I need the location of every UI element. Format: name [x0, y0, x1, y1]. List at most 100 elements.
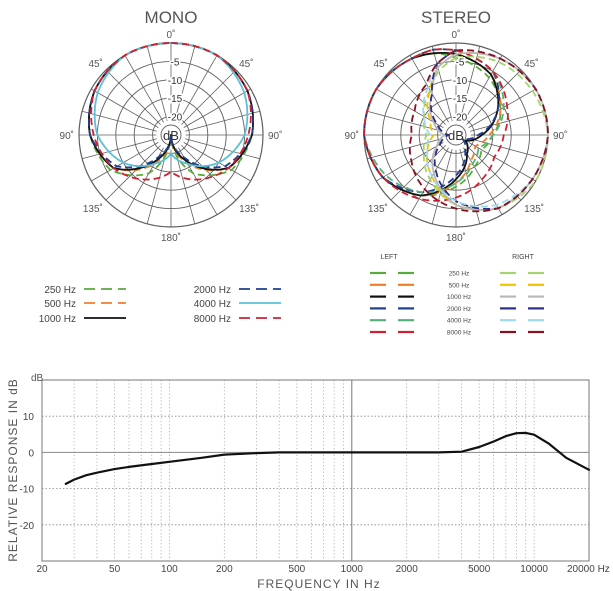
stereo-legend: LEFT RIGHT 250 Hz 500 Hz 1000 Hz 2000 Hz 4000 …	[370, 254, 544, 337]
fr-x-tick-label: 50	[109, 564, 121, 575]
fr-x-tick-label: 100	[161, 564, 178, 575]
stereo-curve-right-8000-hz	[408, 49, 549, 213]
fr-x-axis-label: FREQUENCY IN Hz	[257, 577, 380, 591]
mono-radial-label: -15	[168, 94, 183, 105]
mono-curve-4000-hz	[93, 42, 249, 168]
mono-grid-spoke	[178, 55, 218, 123]
mono-radial-label: -20	[168, 113, 183, 124]
mono-grid-spoke	[124, 55, 164, 123]
mono-angle-label: 45˚	[239, 58, 253, 70]
mono-angle-label: 0˚	[167, 29, 176, 41]
fr-grid	[41, 379, 590, 562]
fr-y-unit: dB	[31, 373, 44, 384]
mono-grid-spoke	[146, 45, 168, 121]
stereo-grid-spoke	[366, 138, 442, 160]
mono-grid-spoke	[105, 69, 161, 125]
stereo-polar-chart: STEREO -5 -10 -15 -20 dB 0˚ 45˚ 90˚ 135˚ 180˚ 135˚…	[345, 8, 568, 244]
mono-grid-spoke	[91, 88, 159, 128]
stereo-grid-spoke	[468, 142, 536, 182]
mono-grid-spoke	[146, 149, 168, 225]
fr-y-tick-label: 0	[28, 448, 34, 459]
stereo-legend-label: 8000 Hz	[447, 330, 471, 337]
stereo-curve-left-500-hz	[363, 52, 502, 197]
mono-angle-label: 135˚	[83, 203, 103, 215]
mono-angle-label: 45˚	[88, 58, 102, 70]
stereo-grid-spoke	[366, 110, 442, 132]
mono-center-label: dB	[163, 128, 179, 143]
stereo-center-label: dB	[448, 128, 464, 143]
stereo-radial-label: -20	[453, 113, 468, 124]
mono-grid-spoke	[183, 142, 251, 182]
stereo-grid-spoke	[376, 142, 444, 182]
stereo-center-ring	[445, 124, 467, 146]
stereo-legend-label: 4000 Hz	[447, 318, 471, 325]
stereo-legend-label: 250 Hz	[449, 271, 470, 278]
stereo-grid-spoke	[463, 55, 503, 123]
mono-grid-spoke	[81, 138, 157, 160]
fr-response-line	[64, 431, 591, 485]
stereo-polar-labels: -5 -10 -15 -20 dB 0˚ 45˚ 90˚ 135˚ 180˚ 135˚ 90˚ 45˚	[345, 29, 568, 244]
mono-title: MONO	[145, 8, 198, 27]
mono-grid-spoke	[181, 145, 237, 201]
fr-frame	[41, 379, 590, 562]
mono-grid-spoke	[183, 88, 251, 128]
stereo-curve-right-250-hz	[422, 55, 549, 211]
fr-x-tick-label: 200	[216, 564, 233, 575]
mono-angle-label: 90˚	[268, 130, 282, 142]
mono-polar-chart: MONO -5 -10 -15 -20 dB 0˚ 45˚ 90˚ 135˚ 180˚ 135˚ 90…	[60, 8, 283, 244]
mono-polar-labels: -5 -10 -15 -20 dB 0˚ 45˚ 90˚ 135˚ 180˚ 135˚ 90˚ 45˚	[60, 29, 283, 244]
mono-polar-curves	[88, 42, 255, 181]
mono-legend-label: 8000 Hz	[194, 314, 231, 325]
stereo-angle-label: 90˚	[553, 130, 567, 142]
mono-legend-label: 500 Hz	[44, 299, 76, 310]
mono-angle-label: 180˚	[161, 232, 181, 244]
stereo-grid-spoke	[466, 145, 522, 201]
stereo-polar-curves	[363, 48, 549, 213]
stereo-grid-spoke	[390, 145, 446, 201]
stereo-angle-label: 180˚	[446, 232, 466, 244]
stereo-grid-spoke	[376, 88, 444, 128]
mono-grid-spoke	[105, 145, 161, 201]
stereo-radial-label: -10	[453, 76, 468, 87]
stereo-title: STEREO	[421, 8, 491, 27]
stereo-legend-label: 1000 Hz	[447, 294, 471, 301]
stereo-angle-label: 135˚	[524, 203, 544, 215]
stereo-legend-right-header: RIGHT	[512, 254, 535, 261]
fr-y-axis-label: RELATIVE RESPONSE IN dB	[6, 378, 20, 562]
mono-legend-label: 250 Hz	[44, 285, 76, 296]
mono-radial-label: -5	[171, 57, 180, 68]
mono-grid-spoke	[174, 45, 196, 121]
stereo-grid-spoke	[409, 55, 449, 123]
stereo-radial-label: -15	[453, 94, 468, 105]
stereo-grid-spoke	[468, 88, 536, 128]
stereo-angle-label: 45˚	[524, 58, 538, 70]
stereo-grid-spoke	[466, 69, 522, 125]
fr-y-tick-label: -10	[20, 485, 35, 496]
stereo-angle-label: 45˚	[373, 58, 387, 70]
fr-y-tick-label: 10	[23, 412, 35, 423]
fr-x-tick-label: 10000	[520, 564, 548, 575]
fr-x-tick-label: 5000	[468, 564, 491, 575]
stereo-legend-label: 500 Hz	[449, 282, 470, 289]
stereo-grid-spoke	[463, 147, 503, 215]
mono-grid-spoke	[185, 138, 261, 160]
stereo-angle-label: 90˚	[345, 130, 359, 142]
stereo-grid-spoke	[470, 110, 546, 132]
mono-legend-label: 4000 Hz	[194, 299, 231, 310]
stereo-legend-left-header: LEFT	[380, 254, 398, 261]
stereo-radial-label: -5	[456, 57, 465, 68]
fr-x-tick-label: 500	[289, 564, 306, 575]
stereo-legend-label: 2000 Hz	[447, 306, 471, 313]
mono-legend: 250 Hz 500 Hz 1000 Hz 2000 Hz 4000 Hz 8000 Hz	[39, 285, 281, 325]
mono-radial-label: -10	[168, 76, 183, 87]
fr-x-tick-label: 20000 Hz	[567, 564, 610, 575]
fr-x-tick-label: 1000	[341, 564, 364, 575]
stereo-curve-left-250-hz	[363, 52, 502, 197]
mono-grid-spoke	[174, 149, 196, 225]
mono-grid-spoke	[181, 69, 237, 125]
stereo-curve-left-8000-hz	[363, 48, 509, 202]
fr-curve	[64, 431, 591, 485]
mono-angle-label: 135˚	[239, 203, 259, 215]
